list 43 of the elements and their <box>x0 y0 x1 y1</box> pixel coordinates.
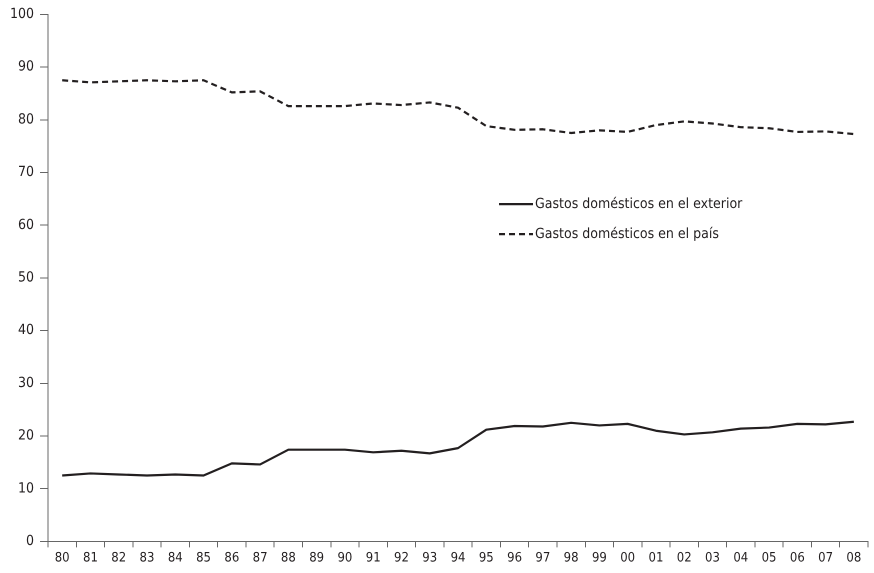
x-tick-label: 83 <box>140 550 154 566</box>
x-tick-label: 80 <box>54 550 70 566</box>
x-tick-label: 01 <box>648 550 664 566</box>
x-tick-label: 85 <box>196 550 211 566</box>
y-tick-label: 0 <box>26 533 34 550</box>
legend-label: Gastos domésticos en el país <box>535 226 719 242</box>
x-tick-label: 93 <box>422 550 438 566</box>
x-tick-label: 89 <box>309 550 324 566</box>
x-tick-label: 96 <box>507 550 522 566</box>
x-tick-label: 81 <box>83 550 98 566</box>
y-tick-label: 30 <box>18 374 34 391</box>
x-tick-label: 07 <box>818 550 834 566</box>
y-tick-label: 10 <box>18 480 34 496</box>
y-tick-label: 90 <box>18 58 34 75</box>
x-tick-label: 91 <box>366 550 381 566</box>
x-tick-label: 98 <box>564 550 579 566</box>
x-tick-label: 00 <box>620 550 636 566</box>
y-tick-label: 20 <box>18 428 34 444</box>
y-tick-label: 100 <box>10 6 34 22</box>
x-tick-label: 87 <box>252 550 268 566</box>
x-tick-label: 99 <box>592 550 607 566</box>
x-tick-label: 04 <box>733 550 748 566</box>
x-tick-label: 08 <box>846 550 862 566</box>
x-tick-label: 02 <box>676 550 692 566</box>
x-tick-label: 97 <box>535 550 550 566</box>
x-tick-label: 84 <box>168 550 183 566</box>
x-tick-label: 86 <box>224 550 240 566</box>
x-tick-label: 95 <box>478 550 494 566</box>
x-tick-label: 05 <box>762 550 776 566</box>
legend-label: Gastos domésticos en el exterior <box>535 196 744 212</box>
x-tick-label: 82 <box>111 550 126 566</box>
y-tick-label: 50 <box>18 270 34 286</box>
y-tick-label: 40 <box>18 322 34 338</box>
x-tick-label: 92 <box>394 550 409 566</box>
x-tick-label: 94 <box>450 550 466 566</box>
line-series <box>61 79 855 136</box>
x-tick-label: 06 <box>790 550 805 566</box>
x-tick-label: 03 <box>705 550 720 566</box>
x-tick-label: 90 <box>337 550 352 566</box>
y-tick-label: 70 <box>18 164 34 180</box>
y-tick-label: 60 <box>18 216 34 233</box>
y-tick-label: 80 <box>18 111 34 128</box>
x-tick-label: 88 <box>280 550 296 566</box>
